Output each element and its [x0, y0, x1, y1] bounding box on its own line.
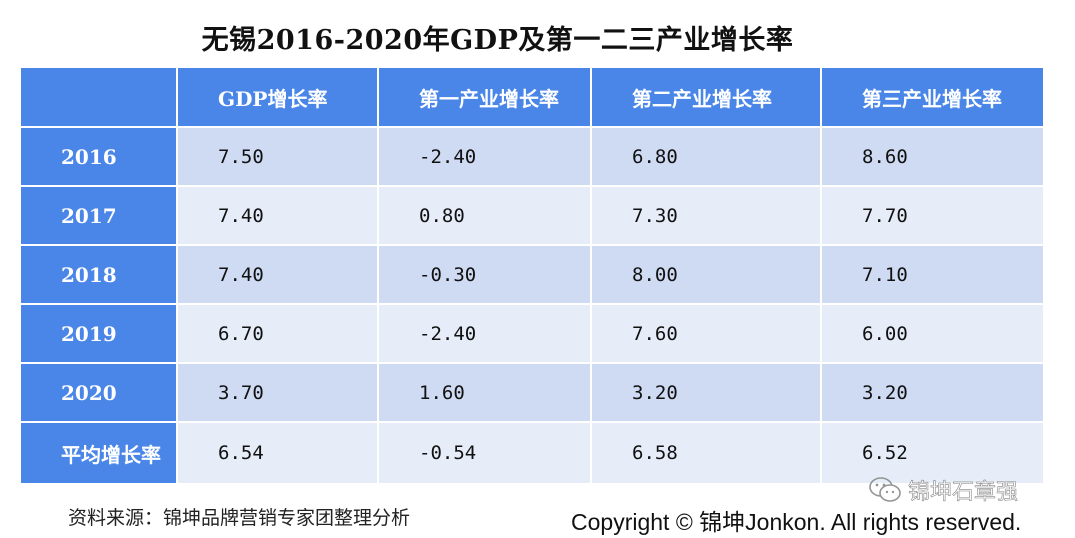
- watermark: 锦坤石章强: [868, 474, 1018, 506]
- column-header-gdp: GDP增长率: [178, 68, 377, 126]
- table-cell: 6.58: [592, 423, 820, 483]
- table-cell: -0.30: [379, 246, 590, 303]
- table-row-average: 平均增长率 6.54 -0.54 6.58 6.52: [21, 423, 1043, 483]
- table-cell: 3.20: [592, 364, 820, 421]
- table-cell: 0.80: [379, 187, 590, 244]
- table-row: 2016 7.50 -2.40 6.80 8.60: [21, 128, 1043, 185]
- row-label: 2019: [21, 305, 176, 362]
- row-label: 2017: [21, 187, 176, 244]
- table-cell: 7.10: [822, 246, 1043, 303]
- row-label: 2020: [21, 364, 176, 421]
- table-cell: 6.54: [178, 423, 377, 483]
- gdp-growth-table: GDP增长率 第一产业增长率 第二产业增长率 第三产业增长率 2016 7.50…: [19, 66, 1045, 485]
- table-header-row: GDP增长率 第一产业增长率 第二产业增长率 第三产业增长率: [21, 68, 1043, 126]
- table-row: 2018 7.40 -0.30 8.00 7.10: [21, 246, 1043, 303]
- table-cell: 6.80: [592, 128, 820, 185]
- row-label: 平均增长率: [21, 423, 176, 483]
- table-cell: 8.60: [822, 128, 1043, 185]
- column-header-secondary-industry: 第二产业增长率: [592, 68, 820, 126]
- table-cell: -0.54: [379, 423, 590, 483]
- table-cell: 3.70: [178, 364, 377, 421]
- table-cell: 7.40: [178, 246, 377, 303]
- table-cell: 6.52: [822, 423, 1043, 483]
- copyright-notice: Copyright © 锦坤Jonkon. All rights reserve…: [571, 509, 1022, 535]
- table-row: 2017 7.40 0.80 7.30 7.70: [21, 187, 1043, 244]
- table-row: 2020 3.70 1.60 3.20 3.20: [21, 364, 1043, 421]
- table-cell: -2.40: [379, 305, 590, 362]
- table-cell: 6.70: [178, 305, 377, 362]
- source-note: 资料来源：锦坤品牌营销专家团整理分析: [68, 507, 411, 529]
- table-cell: 3.20: [822, 364, 1043, 421]
- table-cell: 7.50: [178, 128, 377, 185]
- table-cell: 7.70: [822, 187, 1043, 244]
- table-cell: 7.60: [592, 305, 820, 362]
- table-cell: 8.00: [592, 246, 820, 303]
- table-cell: 7.40: [178, 187, 377, 244]
- table-cell: -2.40: [379, 128, 590, 185]
- watermark-text: 锦坤石章强: [908, 480, 1019, 506]
- table-row: 2019 6.70 -2.40 7.60 6.00: [21, 305, 1043, 362]
- column-header-primary-industry: 第一产业增长率: [379, 68, 590, 126]
- wechat-icon: [869, 477, 901, 502]
- row-label: 2016: [21, 128, 176, 185]
- table-cell: 1.60: [379, 364, 590, 421]
- table-cell: 6.00: [822, 305, 1043, 362]
- page-title: 无锡2016-2020年GDP及第一二三产业增长率: [201, 25, 794, 56]
- row-label: 2018: [21, 246, 176, 303]
- table-cell: 7.30: [592, 187, 820, 244]
- column-header-tertiary-industry: 第三产业增长率: [822, 68, 1043, 126]
- table-corner-cell: [21, 68, 176, 126]
